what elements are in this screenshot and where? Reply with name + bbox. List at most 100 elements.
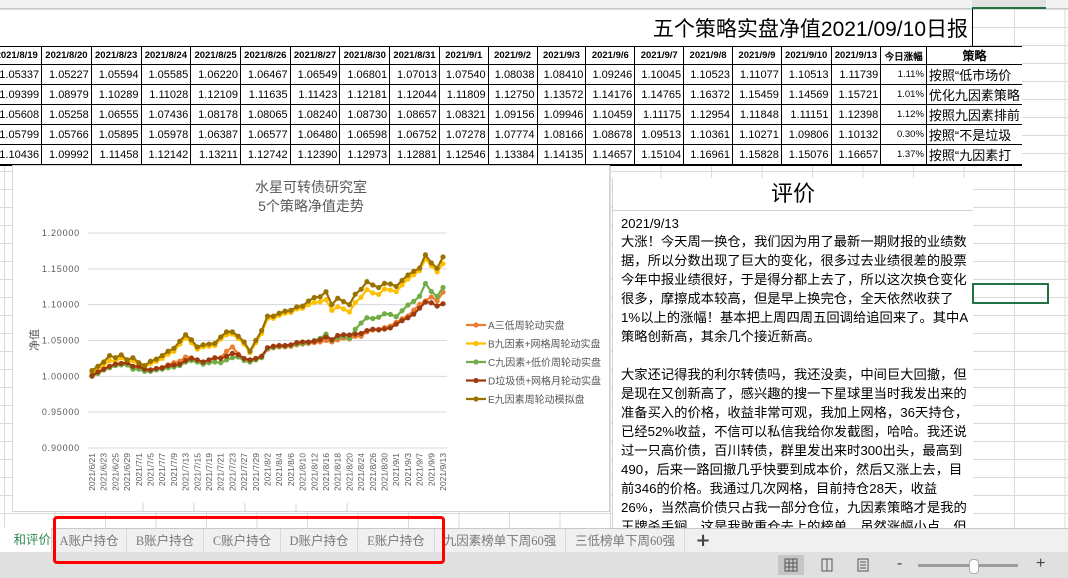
cell-net-value[interactable]: 1.10436 [0,144,43,166]
cell-net-value[interactable]: 1.11739 [830,64,882,85]
cell-net-value[interactable]: 1.12546 [438,144,489,166]
cell-net-value[interactable]: 1.06801 [339,64,391,85]
cell-net-value[interactable]: 1.05895 [90,124,142,145]
cell-net-value[interactable]: 1.11151 [780,104,832,125]
cell-net-value[interactable]: 1.13211 [190,144,241,166]
cell-net-value[interactable]: 1.08730 [339,104,391,125]
cell-net-value[interactable]: 1.12973 [339,144,391,166]
cell-net-value[interactable]: 1.10361 [683,124,733,145]
header-cell-date[interactable]: 2021/9/6 [585,46,636,65]
zoom-out-button[interactable]: - [897,555,903,572]
cell-net-value[interactable]: 1.07436 [140,104,192,125]
cell-net-value[interactable]: 1.06387 [190,124,241,145]
cell-net-value[interactable]: 1.11458 [90,144,142,166]
cell-net-value[interactable]: 1.06555 [90,104,142,125]
cell-net-value[interactable]: 1.06598 [339,124,391,145]
cell-net-value[interactable]: 1.14135 [536,144,587,166]
cell-net-value[interactable]: 1.09992 [41,144,92,166]
sheet-tab-b-holdings[interactable]: B账户持仓 [127,529,204,553]
sheet-tab-three-low-top60[interactable]: 三低榜单下周60强 [566,529,685,553]
cell-net-value[interactable]: 1.09246 [585,64,636,85]
header-cell-date[interactable]: 2021/8/27 [289,46,341,65]
cell-net-value[interactable]: 1.08321 [438,104,489,125]
normal-view-button[interactable] [778,555,804,575]
sheet-tab-review[interactable]: 和评价 [0,528,52,554]
cell-net-value[interactable]: 1.14657 [585,144,636,166]
cell-net-value[interactable]: 1.06467 [239,64,291,85]
zoom-slider-knob[interactable] [969,559,979,574]
cell-net-value[interactable]: 1.13384 [487,144,538,166]
cell-net-value[interactable]: 1.05608 [0,104,43,125]
cell-net-value[interactable]: 1.12881 [389,144,440,166]
cell-net-value[interactable]: 1.15828 [731,144,782,166]
cell-net-value[interactable]: 1.12181 [339,84,391,105]
cell-strategy[interactable]: 按照“低市场价 [925,64,1022,85]
header-cell-date[interactable]: 2021/8/31 [389,46,440,65]
cell-net-value[interactable]: 1.12109 [190,84,241,105]
cell-net-value[interactable]: 1.11423 [289,84,341,105]
header-cell-date[interactable]: 2021/8/20 [41,46,92,65]
cell-net-value[interactable]: 1.09806 [780,124,832,145]
cell-net-value[interactable]: 1.12044 [389,84,440,105]
cell-net-value[interactable]: 1.06480 [289,124,341,145]
cell-net-value[interactable]: 1.15104 [634,144,685,166]
cell-net-value[interactable]: 1.12142 [140,144,192,166]
header-cell-date[interactable]: 2021/9/8 [683,46,733,65]
header-cell-date[interactable]: 2021/9/13 [830,46,882,65]
cell-net-value[interactable]: 1.16961 [683,144,733,166]
header-cell-change[interactable]: 今日涨幅 [880,46,927,65]
cell-net-value[interactable]: 1.08410 [536,64,587,85]
cell-net-value[interactable]: 1.05227 [41,64,92,85]
cell-net-value[interactable]: 1.09156 [487,104,538,125]
net-value-chart[interactable]: 水星可转债研究室 5个策略净值走势 1.20000 1.15000 1.10000 1.0… [12,165,610,512]
cell-net-value[interactable]: 1.08678 [585,124,636,145]
cell-net-value[interactable]: 1.08166 [536,124,587,145]
cell-net-value[interactable]: 1.08038 [487,64,538,85]
cell-net-value[interactable]: 1.06577 [239,124,291,145]
cell-strategy[interactable]: 按照“不是垃圾 [925,124,1022,145]
cell-net-value[interactable]: 1.06220 [190,64,241,85]
header-cell-date[interactable]: 2021/9/3 [536,46,587,65]
cell-net-value[interactable]: 1.10132 [830,124,882,145]
cell-net-value[interactable]: 1.10045 [634,64,685,85]
cell-strategy[interactable]: 按照“九因素打 [925,144,1022,166]
zoom-in-button[interactable]: + [1036,555,1046,572]
cell-net-value[interactable]: 1.10523 [683,64,733,85]
cell-net-value[interactable]: 1.05258 [41,104,92,125]
cell-net-value[interactable]: 1.12742 [239,144,291,166]
cell-net-value[interactable]: 1.15459 [731,84,782,105]
cell-net-value[interactable]: 1.08657 [389,104,440,125]
cell-net-value[interactable]: 1.09513 [634,124,685,145]
cell-net-value[interactable]: 1.05799 [0,124,43,145]
header-cell-date[interactable]: 2021/8/30 [339,46,391,65]
cell-net-value[interactable]: 1.11809 [438,84,489,105]
cell-change[interactable]: 1.01% [880,84,927,105]
cell-net-value[interactable]: 1.05766 [41,124,92,145]
cell-net-value[interactable]: 1.08065 [239,104,291,125]
cell-net-value[interactable]: 1.14176 [585,84,636,105]
cell-net-value[interactable]: 1.13572 [536,84,587,105]
cell-net-value[interactable]: 1.05594 [90,64,142,85]
header-cell-date[interactable]: 2021/8/19 [0,46,43,65]
header-cell-date[interactable]: 2021/9/1 [438,46,489,65]
cell-net-value[interactable]: 1.06549 [289,64,341,85]
cell-net-value[interactable]: 1.08240 [289,104,341,125]
selected-column-header[interactable] [972,0,1046,9]
header-cell-date[interactable]: 2021/8/24 [140,46,192,65]
selected-cell[interactable] [972,283,1049,304]
cell-net-value[interactable]: 1.12398 [830,104,882,125]
cell-net-value[interactable]: 1.07774 [487,124,538,145]
cell-strategy[interactable]: 按照九因素排前 [925,104,1022,125]
cell-net-value[interactable]: 1.12750 [487,84,538,105]
header-cell-strategy[interactable]: 策略 [925,46,1022,65]
cell-net-value[interactable]: 1.08979 [41,84,92,105]
sheet-tab-e-holdings[interactable]: E账户持仓 [358,529,435,553]
sheet-tab-d-holdings[interactable]: D账户持仓 [281,529,358,553]
header-cell-date[interactable]: 2021/8/26 [239,46,291,65]
cell-net-value[interactable]: 1.10513 [780,64,832,85]
cell-change[interactable]: 1.12% [880,104,927,125]
cell-net-value[interactable]: 1.06752 [389,124,440,145]
sheet-tab-nine-factor-top60[interactable]: 九因素榜单下周60强 [435,529,566,553]
cell-net-value[interactable]: 1.09946 [536,104,587,125]
cell-net-value[interactable]: 1.09399 [0,84,43,105]
